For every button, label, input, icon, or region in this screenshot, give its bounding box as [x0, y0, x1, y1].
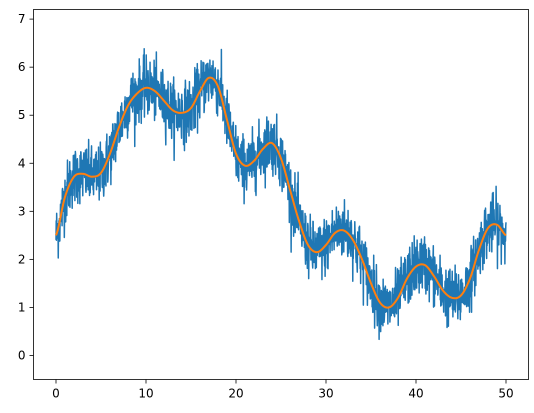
y-axis: 0 1 2 3 4 5 6 7 — [18, 12, 34, 362]
y-tick-label: 6 — [18, 60, 26, 74]
x-tick-label: 40 — [408, 387, 423, 401]
noisy-series-line — [55, 47, 507, 341]
y-tick-label: 4 — [18, 156, 26, 170]
smooth-series-line — [55, 76, 507, 309]
x-tick-label: 30 — [318, 387, 333, 401]
y-tick-label: 7 — [18, 12, 26, 26]
x-tick-label: 0 — [52, 387, 60, 401]
x-axis: 0 10 20 30 40 50 — [52, 379, 514, 401]
y-tick-label: 5 — [18, 108, 26, 122]
plot-frame — [33, 9, 529, 380]
y-tick-label: 1 — [18, 300, 26, 314]
y-tick-label: 0 — [18, 348, 26, 362]
x-tick-label: 10 — [138, 387, 153, 401]
series-layer — [55, 47, 507, 341]
x-tick-label: 50 — [498, 387, 513, 401]
y-tick-label: 2 — [18, 252, 26, 266]
y-tick-label: 3 — [18, 204, 26, 218]
x-tick-label: 20 — [228, 387, 243, 401]
